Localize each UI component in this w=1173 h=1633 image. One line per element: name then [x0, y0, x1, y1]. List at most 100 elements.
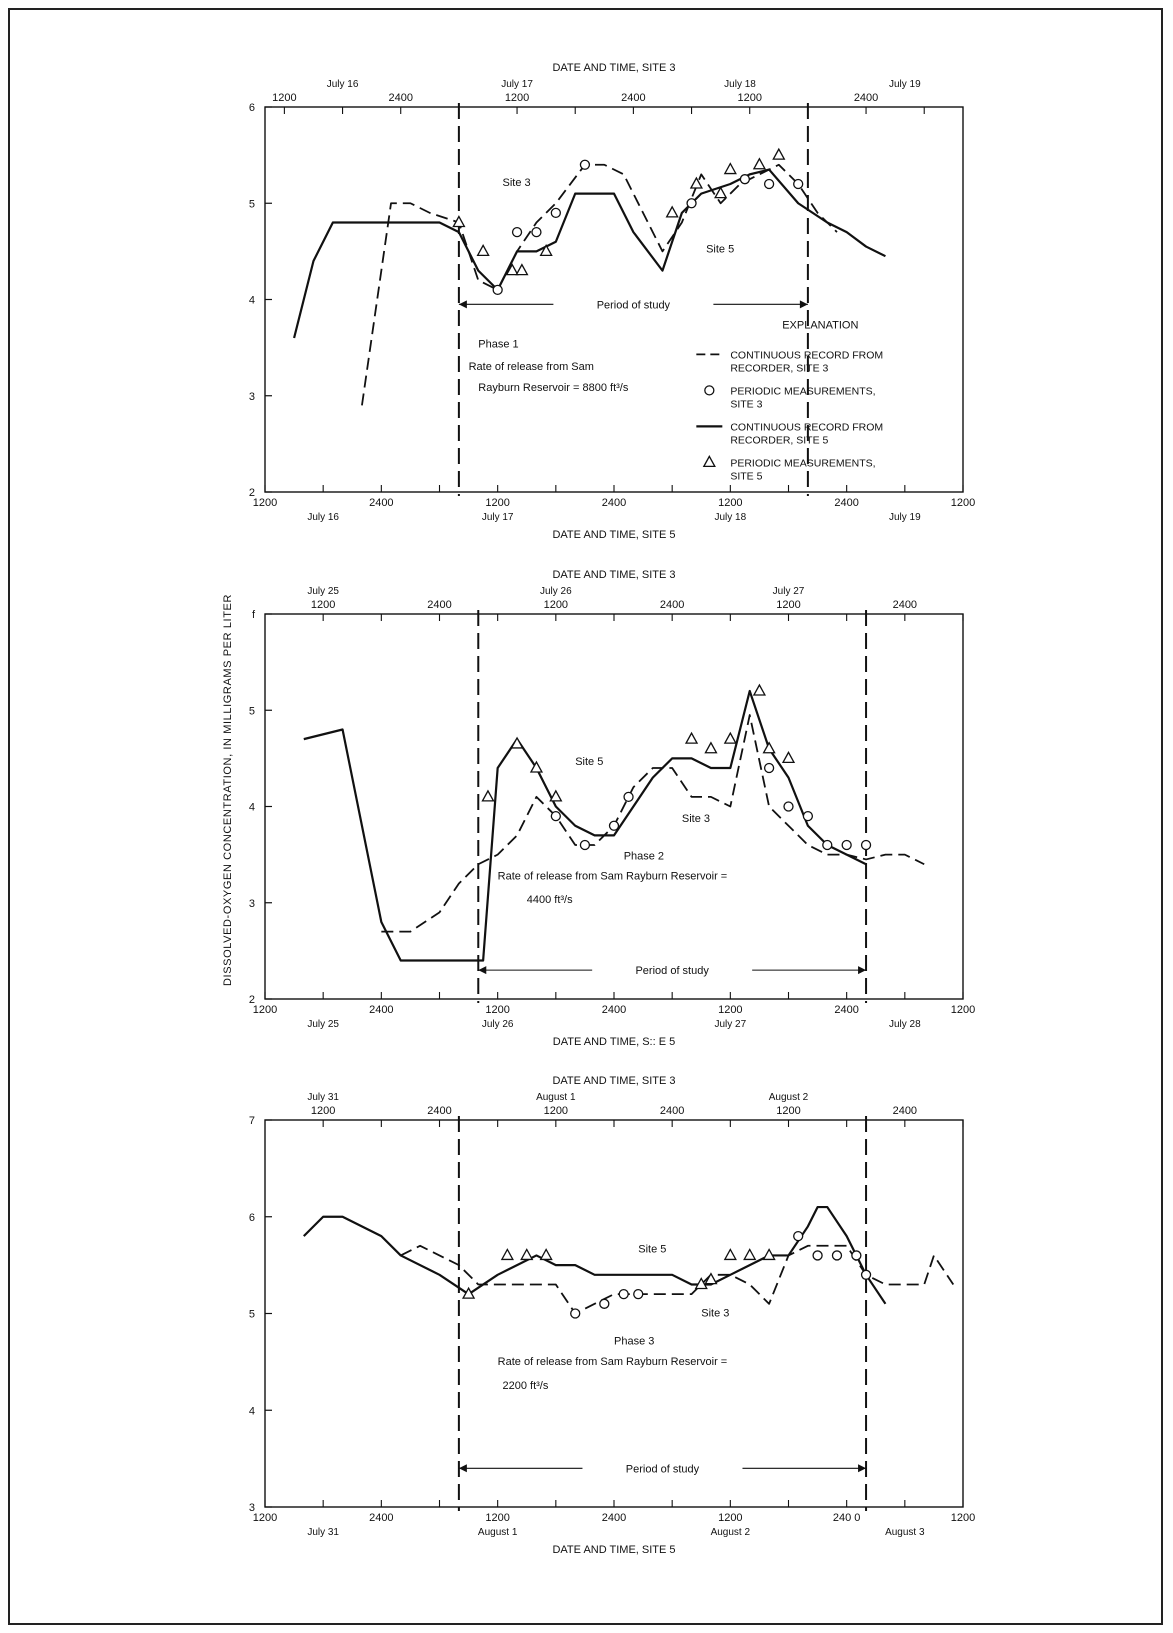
site5-measurement-point: [461, 1286, 476, 1299]
site3-measurement-point: [579, 159, 591, 170]
site5-measurement-point: [539, 1248, 553, 1261]
date-label-top: July 27: [773, 586, 805, 597]
site5-measurement-point: [665, 205, 679, 218]
x-tick-label-top: 1200: [544, 1105, 568, 1117]
date-label-bottom: July 27: [714, 1019, 746, 1030]
site3-measurement-point: [623, 791, 634, 803]
x-tick-label-bottom: 2400: [602, 497, 626, 509]
date-label-top: July 17: [501, 79, 533, 90]
x-tick-label-bottom: 2400: [602, 1512, 626, 1524]
date-label-top: August 1: [536, 1092, 576, 1103]
x-tick-label-bottom: 2400: [369, 497, 393, 509]
x-tick-label-bottom: 1200: [951, 1512, 975, 1524]
site3-measurement-point: [531, 226, 542, 238]
x-tick-label-bottom: 1200: [718, 1004, 742, 1016]
legend-item-label: PERIODIC MEASUREMENTS, SITE 3: [730, 385, 875, 410]
series-dashed-3: [400, 1244, 955, 1315]
annotation-text: Phase 2: [624, 850, 664, 862]
series-solid-2: [303, 689, 867, 962]
annotation-text: Site 5: [638, 1244, 666, 1256]
series-solid-1: [293, 168, 886, 339]
y-tick-label: 6: [249, 102, 255, 114]
period-of-study-label: Period of study: [597, 299, 671, 311]
y-tick-label: 5: [249, 198, 255, 210]
site3-measurement-point: [618, 1289, 629, 1300]
x-axis-title-top: DATE AND TIME, SITE 3: [552, 569, 675, 581]
date-label-bottom: August 2: [711, 1527, 751, 1538]
site3-measurement-point: [599, 1298, 610, 1309]
x-tick-label-top: 1200: [737, 92, 761, 104]
site3-measurement-point: [570, 1308, 581, 1319]
site3-measurement-point: [831, 1250, 843, 1261]
date-label-top: July 26: [540, 586, 572, 597]
site5-measurement-point: [723, 731, 737, 744]
chart-panel-2: 2 3 4 5 f 1200 2400 1200 2400 1200 2400 1200 July 25…: [249, 569, 975, 1048]
site5-measurement-point: [694, 1277, 708, 1290]
site3-measurement-point: [686, 198, 697, 209]
x-tick-label-bottom: 1200: [485, 1512, 509, 1524]
y-tick-label: 6: [249, 1212, 255, 1224]
plot-frame: [264, 1119, 964, 1508]
site5-measurement-point: [752, 683, 767, 696]
arrowhead: [458, 1464, 467, 1473]
site5-measurement-point: [689, 176, 704, 189]
x-tick-label-top: 1200: [505, 92, 529, 104]
date-label-bottom: July 28: [889, 1019, 921, 1030]
x-tick-label-bottom: 2400: [602, 1004, 626, 1016]
site3-measurement-point: [633, 1289, 644, 1300]
date-label-top: July 19: [889, 79, 921, 90]
site5-measurement-point: [510, 736, 524, 749]
y-tick-label: 4: [249, 802, 255, 814]
site5-measurement-point: [752, 157, 767, 170]
annotation-text: Site 3: [701, 1307, 729, 1319]
date-label-top: August 2: [769, 1092, 809, 1103]
y-tick-label: 4: [249, 1405, 255, 1417]
y-tick-label: 2: [249, 994, 255, 1006]
x-axis-title-bottom: DATE AND TIME, SITE 5: [552, 1544, 675, 1556]
x-tick-label-bottom: 2400: [369, 1004, 393, 1016]
annotation-text: Phase 3: [614, 1335, 654, 1347]
site3-measurement-point: [492, 284, 503, 296]
date-label-bottom: July 19: [889, 512, 921, 523]
x-axis-title-bottom: DATE AND TIME, S:: E 5: [553, 1036, 675, 1048]
site3-measurement-point: [608, 820, 620, 831]
date-label-top: July 31: [307, 1092, 339, 1103]
site3-measurement-point: [763, 762, 775, 774]
x-tick-label-top: 2400: [854, 92, 878, 104]
x-tick-label-bottom: 1200: [485, 497, 509, 509]
x-tick-label-bottom: 1200: [718, 1512, 742, 1524]
date-label-top: July 16: [327, 79, 359, 90]
date-label-top: July 25: [307, 586, 339, 597]
series-dashed-2: [381, 714, 925, 933]
arrowhead: [799, 300, 808, 309]
annotation-text: Rate of release from Sam Rayburn Reservo…: [498, 871, 728, 883]
site3-measurement-point: [739, 174, 751, 185]
site3-measurement-point: [802, 810, 814, 822]
annotation-text: Site 3: [503, 177, 531, 189]
site3-measurement-point: [579, 839, 591, 851]
x-tick-label-bottom: 1200: [951, 497, 975, 509]
x-tick-label-top: 1200: [776, 599, 800, 611]
legend-item-label: CONTINUOUS RECORD FROM RECORDER, SITE 3: [730, 349, 883, 374]
annotation-text: Site 5: [575, 756, 603, 768]
site5-measurement-point: [500, 1248, 514, 1261]
annotation-text: 2200 ft³/s: [503, 1380, 549, 1392]
date-label-bottom: August 1: [478, 1527, 518, 1538]
date-label-top: July 18: [724, 79, 756, 90]
date-label-bottom: July 31: [307, 1527, 339, 1538]
site5-measurement-point: [723, 1248, 737, 1261]
x-tick-label-top: 1200: [311, 1105, 335, 1117]
chart-panel-1: 2 3 4 5 6 1200 2400 1200 2400 1200 2400 1200 July 16…: [249, 62, 975, 541]
x-tick-label-bottom: 2400: [369, 1512, 393, 1524]
site5-measurement-point: [781, 751, 796, 764]
site5-measurement-point: [481, 789, 495, 802]
annotation-text: Rate of release from Sam: [469, 361, 594, 373]
series-solid-3: [303, 1205, 887, 1305]
annotation-text: 4400 ft³/s: [527, 894, 573, 906]
y-tick-label: 5: [249, 1309, 255, 1321]
y-tick-label: f: [252, 609, 256, 621]
site5-measurement-point: [452, 215, 466, 228]
site5-measurement-point: [762, 741, 776, 754]
period-of-study-label: Period of study: [635, 965, 709, 977]
